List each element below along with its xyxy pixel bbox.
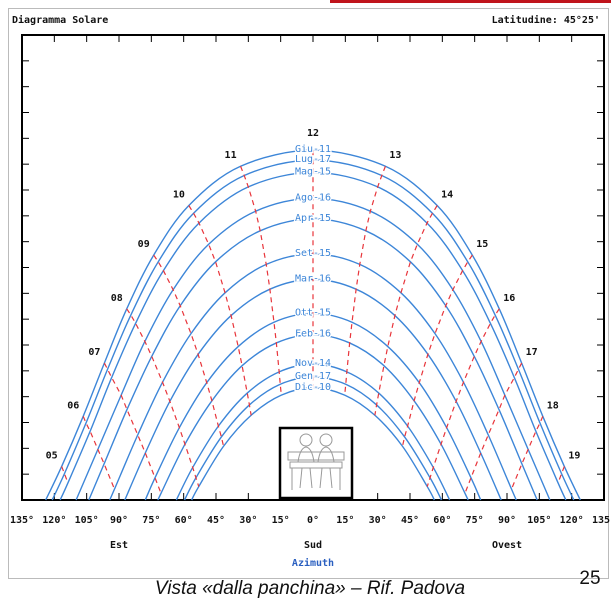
hour-label: 12 — [307, 128, 319, 139]
x-tick-label: 60° — [433, 515, 451, 526]
hour-label: 10 — [173, 190, 185, 201]
x-tick-label: 135° — [592, 515, 611, 526]
hour-label: 13 — [389, 150, 401, 161]
chart: Diagramma Solare Latitudine: 45°25' Azim… — [0, 0, 611, 600]
hour-label: 16 — [503, 293, 515, 304]
x-axis-label: Azimuth — [292, 557, 334, 569]
hour-label: 08 — [111, 293, 123, 304]
x-tick-label: 30° — [239, 515, 257, 526]
x-tick-label: 75° — [142, 515, 160, 526]
x-tick-label: 120° — [42, 515, 66, 526]
x-tick-label: 105° — [75, 515, 99, 526]
slide-accent-line — [330, 0, 611, 3]
page: Diagramma Solare Latitudine: 45°25' Azim… — [0, 0, 611, 600]
direction-label: Sud — [304, 540, 322, 551]
hour-label: 15 — [476, 239, 488, 250]
x-tick-label: 15° — [336, 515, 354, 526]
hour-label: 14 — [441, 190, 453, 201]
date-label: Apr-15 — [295, 213, 331, 224]
bench-icon — [280, 428, 352, 498]
hour-label: 05 — [46, 450, 58, 461]
hour-label: 17 — [526, 347, 538, 358]
caption: Vista «dalla panchina» – Rif. Padova — [155, 578, 465, 599]
page-number: 25 — [579, 568, 600, 589]
date-label: Lug-17 — [295, 154, 331, 165]
x-tick-label: 135° — [10, 515, 34, 526]
hour-label: 07 — [88, 347, 100, 358]
x-tick-label: 90° — [110, 515, 128, 526]
date-label: Ott-15 — [295, 307, 331, 318]
date-label: Mar-16 — [295, 273, 331, 284]
hour-label: 09 — [138, 239, 150, 250]
chart-subtitle: Latitudine: 45°25' — [492, 14, 600, 26]
chart-title: Diagramma Solare — [12, 14, 108, 26]
x-tick-label: 45° — [207, 515, 225, 526]
x-tick-label: 120° — [560, 515, 584, 526]
direction-label: Ovest — [492, 540, 522, 551]
hour-label: 11 — [225, 150, 237, 161]
x-tick-label: 60° — [175, 515, 193, 526]
x-tick-label: 75° — [466, 515, 484, 526]
date-label: Feb-16 — [295, 329, 331, 340]
hour-label: 06 — [67, 400, 79, 411]
x-tick-label: 15° — [272, 515, 290, 526]
date-label: Ago-16 — [295, 192, 331, 203]
date-label: Dic-10 — [295, 382, 331, 393]
date-label: Set-15 — [295, 248, 331, 259]
x-tick-label: 30° — [369, 515, 387, 526]
date-label: Mag-15 — [295, 166, 331, 177]
x-tick-label: 45° — [401, 515, 419, 526]
date-label: Nov-14 — [295, 358, 331, 369]
direction-label: Est — [110, 540, 128, 551]
date-label: Gen-17 — [295, 371, 331, 382]
x-tick-label: 0° — [307, 515, 319, 526]
hour-label: 18 — [547, 400, 559, 411]
x-tick-label: 105° — [527, 515, 551, 526]
hour-label: 19 — [568, 450, 580, 461]
x-tick-label: 90° — [498, 515, 516, 526]
